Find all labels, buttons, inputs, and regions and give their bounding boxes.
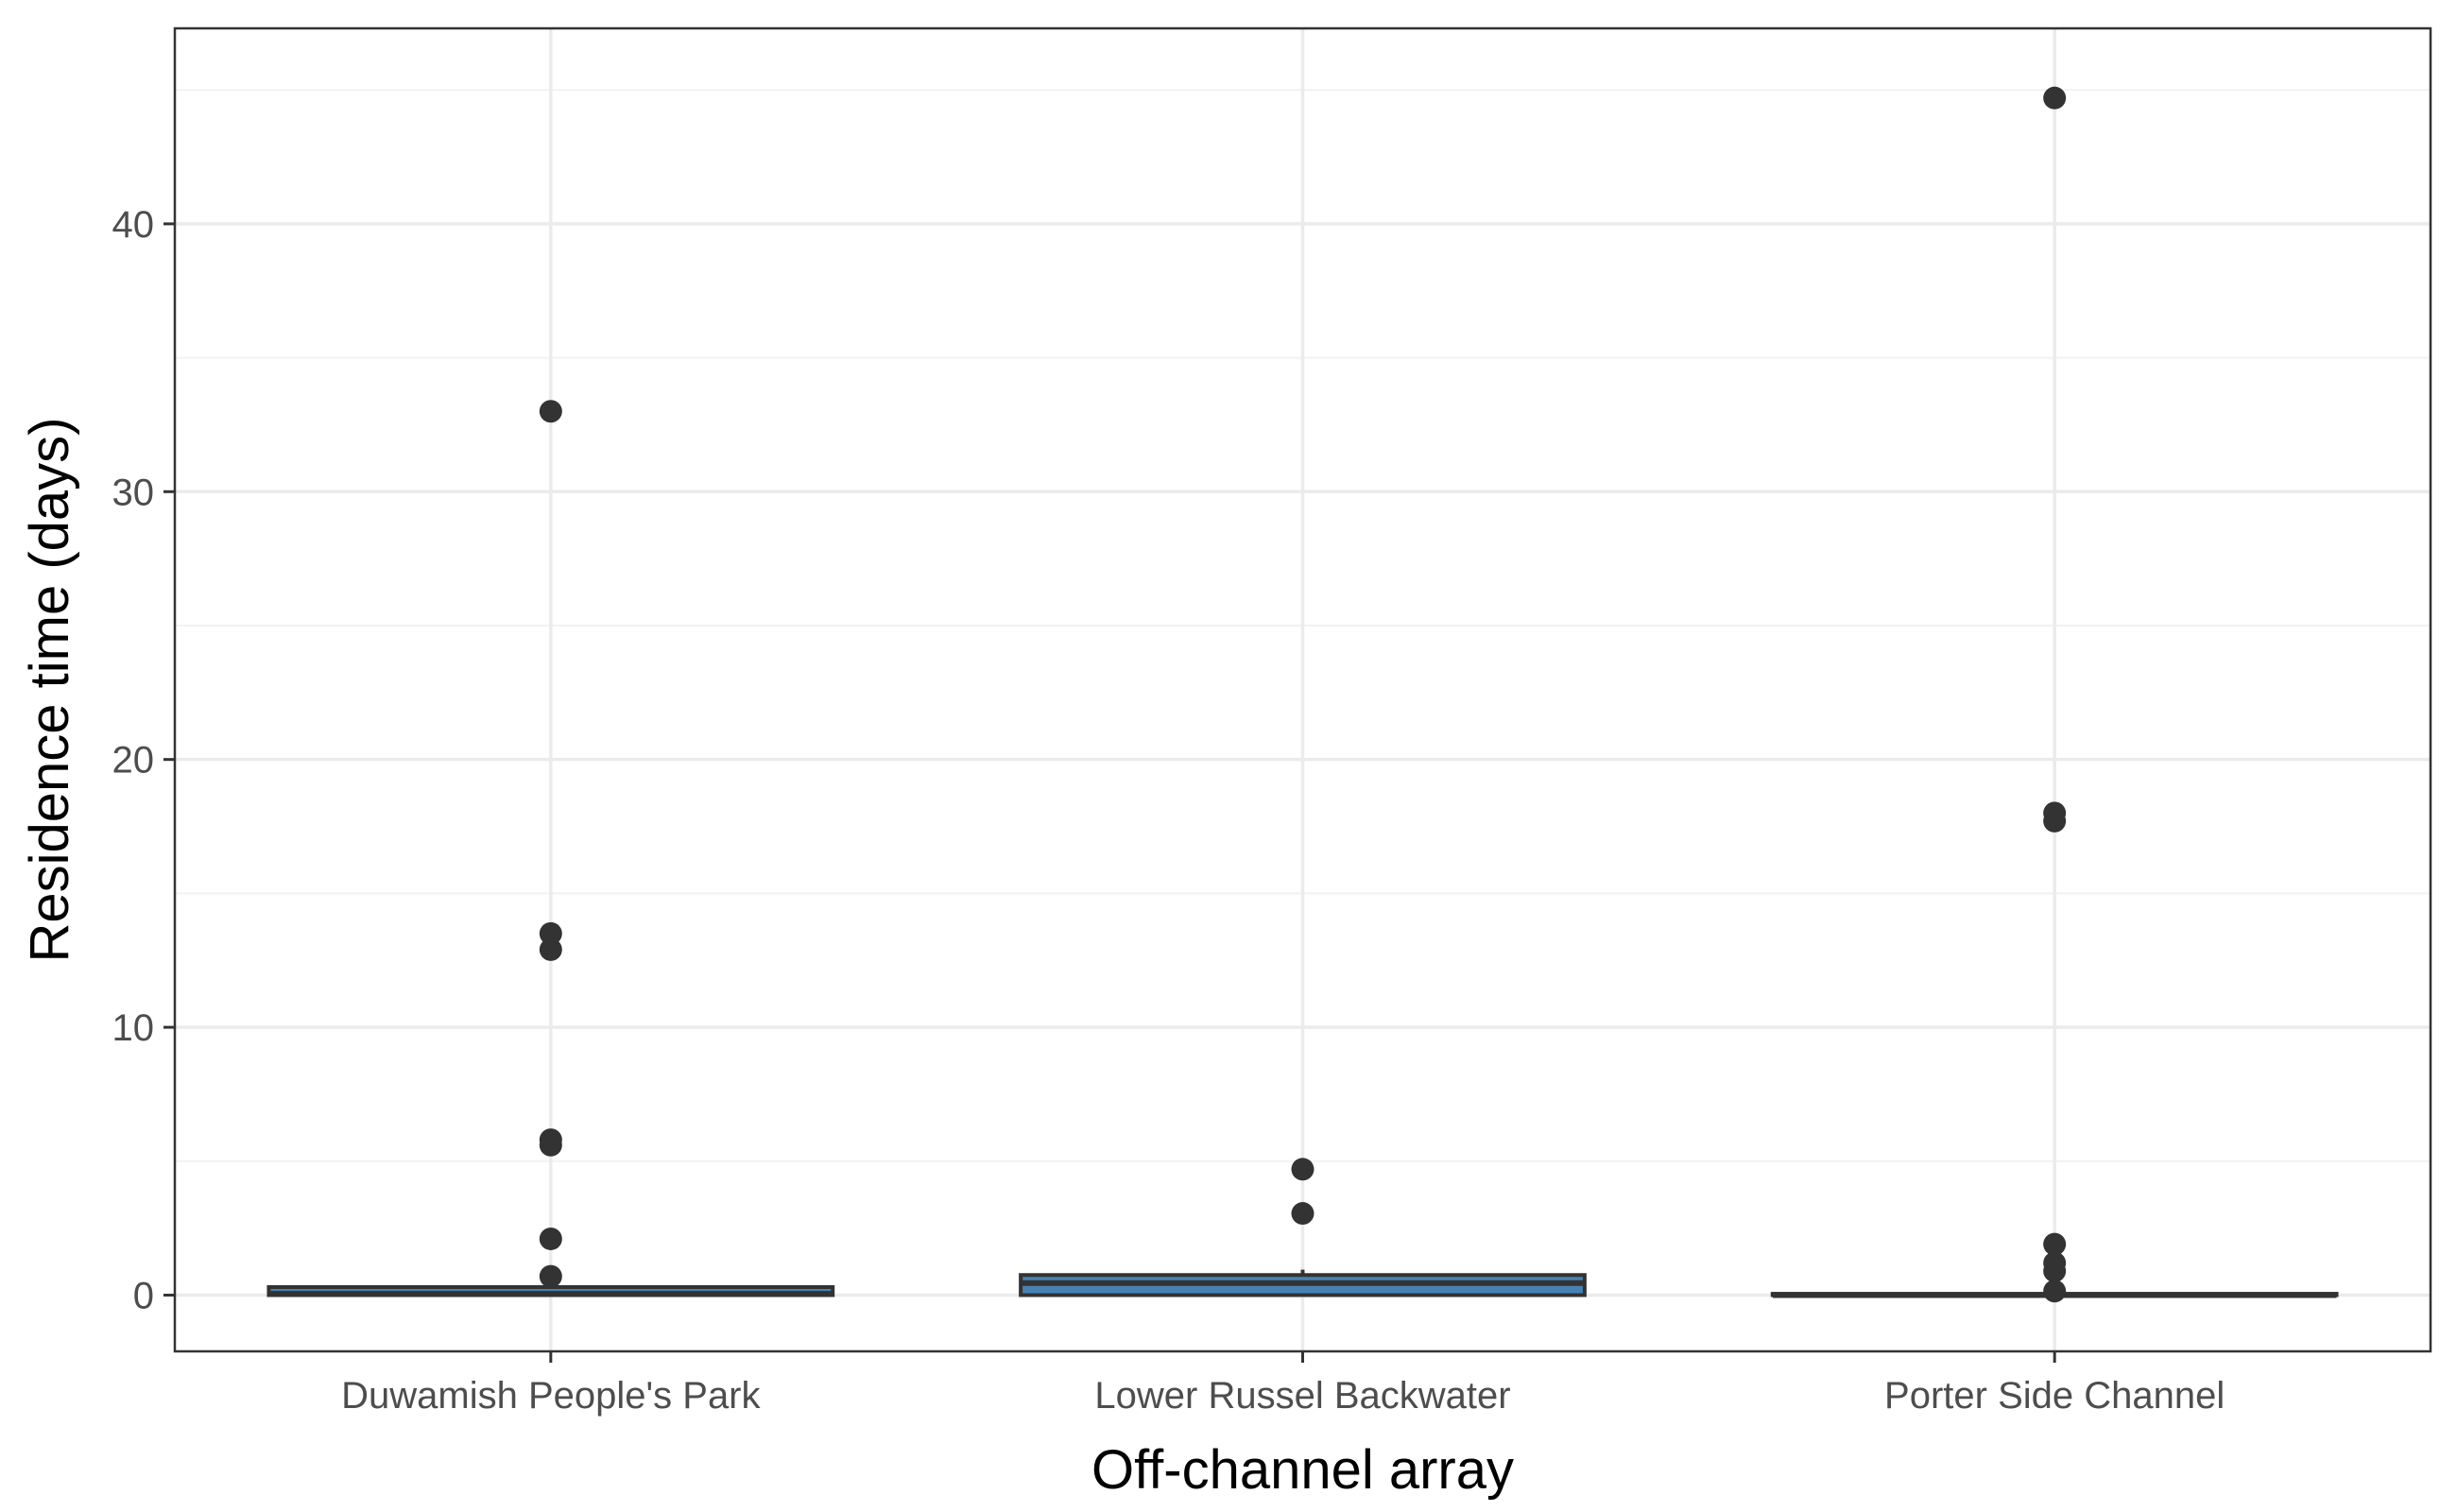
y-tick-label: 20 <box>112 740 155 782</box>
outlier-point <box>2043 1232 2067 1256</box>
y-axis-title: Residence time (days) <box>19 418 80 963</box>
outlier-point <box>1291 1158 1314 1181</box>
x-tick-label: Porter Side Channel <box>1884 1375 2225 1417</box>
outlier-points <box>539 86 2067 1303</box>
outlier-point <box>2043 1280 2067 1303</box>
x-tick-label: Lower Russel Backwater <box>1094 1375 1510 1417</box>
outlier-point <box>2043 809 2067 833</box>
outlier-point <box>539 400 562 423</box>
y-tick-label: 0 <box>133 1275 154 1316</box>
outlier-point <box>539 921 562 945</box>
outlier-point <box>539 1264 562 1288</box>
outlier-point <box>1291 1202 1314 1226</box>
y-tick-label: 30 <box>112 472 155 513</box>
outlier-point <box>539 1133 562 1157</box>
y-tick-label: 40 <box>112 204 155 246</box>
x-tick-label: Duwamish People's Park <box>341 1375 761 1417</box>
y-tick-label: 10 <box>112 1007 155 1049</box>
outlier-point <box>539 937 562 961</box>
x-axis-title: Off-channel array <box>1091 1439 1514 1501</box>
outlier-point <box>2043 1259 2067 1282</box>
outlier-point <box>539 1227 562 1250</box>
grid-lines <box>175 28 2431 1351</box>
outlier-point <box>2043 86 2067 110</box>
axes: 0 10 20 30 40 Duwamish People's Park Lower Rus… <box>112 204 2225 1417</box>
